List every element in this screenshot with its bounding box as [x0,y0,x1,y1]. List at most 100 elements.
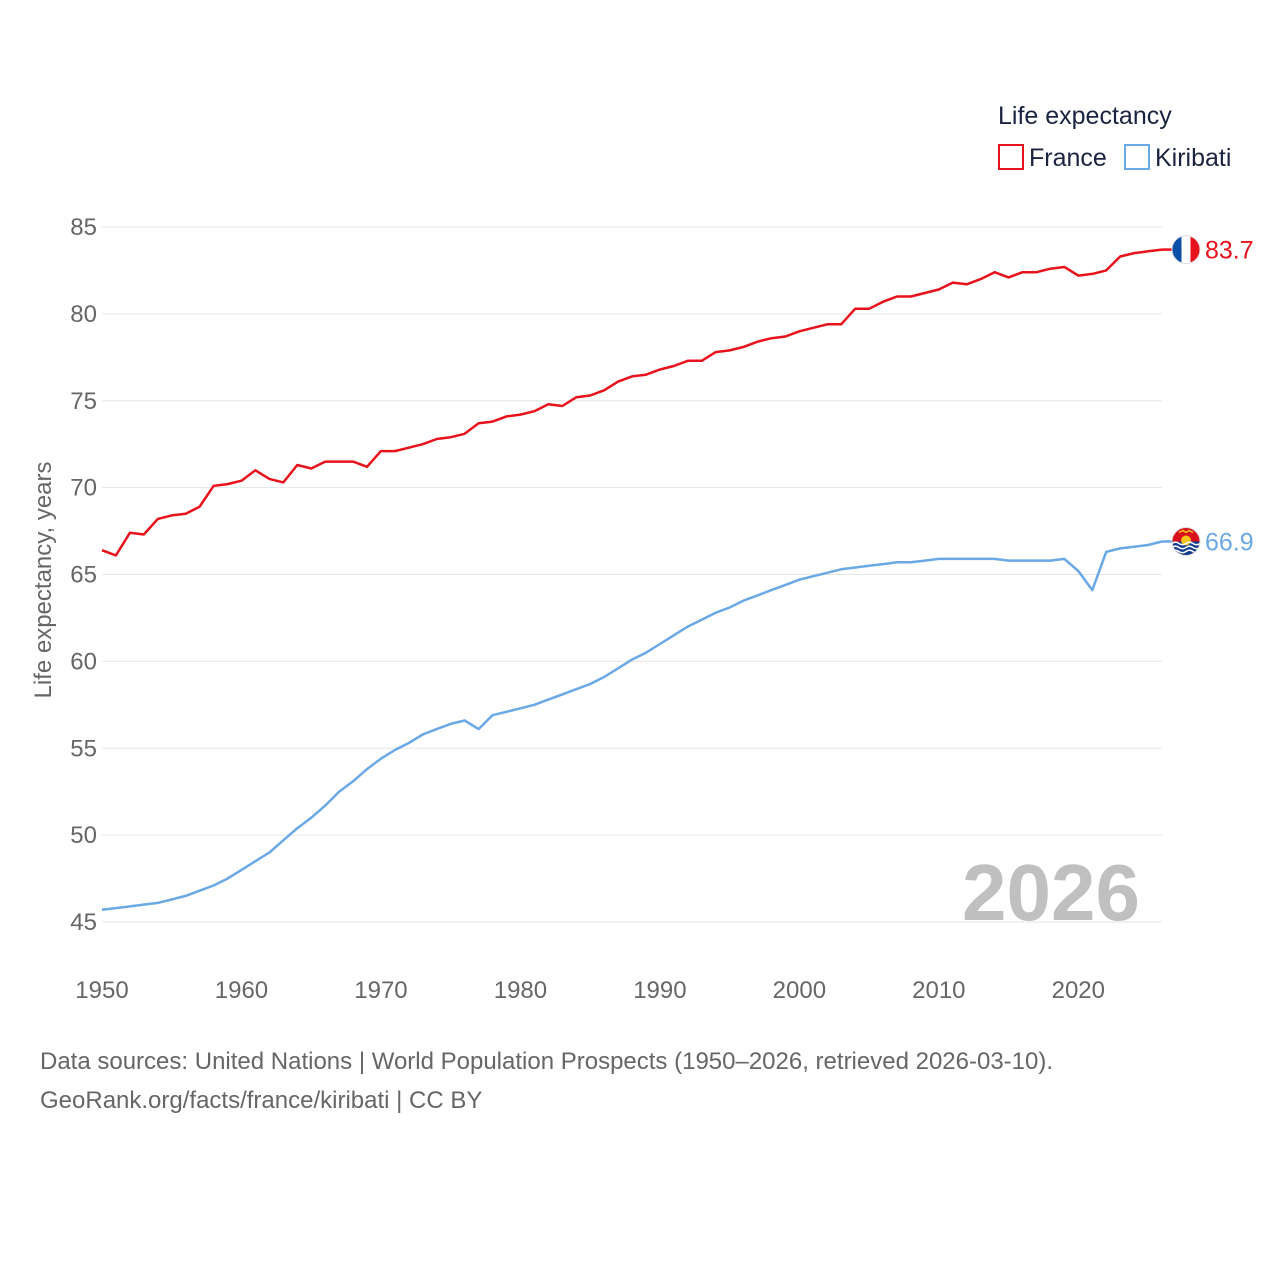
data-point-france [281,480,285,484]
data-point-kiribati [393,748,397,752]
data-point-kiribati [853,566,857,570]
data-point-kiribati [1007,559,1011,563]
data-point-kiribati [658,642,662,646]
france-flag-border [1171,235,1201,265]
data-point-france [156,517,160,521]
data-point-kiribati [198,889,202,893]
data-point-kiribati [351,779,355,783]
data-point-france [323,460,327,464]
data-point-kiribati [114,906,118,910]
data-point-france [1132,251,1136,255]
series-line-france [101,248,1163,557]
data-point-france [100,548,104,552]
source-line-2[interactable]: GeoRank.org/facts/france/kiribati | CC B… [40,1087,483,1114]
series-lines [100,248,1163,912]
data-point-kiribati [937,557,941,561]
data-point-kiribati [811,574,815,578]
data-point-kiribati [644,651,648,655]
data-point-kiribati [714,611,718,615]
y-tick-label: 65 [70,562,97,589]
data-point-france [253,468,257,472]
y-tick-label: 75 [70,388,97,415]
legend-item-france[interactable]: France [998,144,1107,172]
legend: Life expectancy France Kiribati [998,102,1231,172]
source-note: Data sources: United Nations | World Pop… [40,1042,1053,1120]
data-point-france [532,409,536,413]
data-point-france [560,404,564,408]
data-point-kiribati [365,767,369,771]
legend-label-kiribati: Kiribati [1155,144,1231,172]
x-axis-ticks: 1950 1960 1970 1980 1990 2000 2010 2020 [75,977,1105,1004]
data-point-kiribati [253,859,257,863]
end-label-france: 83.7 [1205,237,1254,265]
gridlines [102,226,1162,923]
data-point-kiribati [602,675,606,679]
legend-title: Life expectancy [998,102,1172,130]
data-point-france [770,336,774,340]
data-point-france [1090,272,1094,276]
y-tick-label: 60 [70,648,97,675]
data-point-france [756,340,760,344]
data-point-france [128,531,132,535]
data-point-france [728,348,732,352]
data-point-france [449,435,453,439]
data-point-kiribati [616,666,620,670]
data-point-kiribati [142,903,146,907]
legend-item-kiribati[interactable]: Kiribati [1124,144,1231,172]
france-flag-icon [1172,235,1200,264]
data-point-france [588,394,592,398]
data-point-france [505,414,509,418]
data-point-france [951,281,955,285]
data-point-kiribati [421,732,425,736]
data-point-kiribati [756,593,760,597]
data-point-france [295,463,299,467]
data-point-france [881,300,885,304]
data-point-kiribati [742,599,746,603]
data-point-kiribati [965,557,969,561]
end-label-kiribati: 66.9 [1205,528,1254,556]
data-point-kiribati [797,578,801,582]
y-axis-label: Life expectancy, years [30,461,57,698]
data-point-kiribati [267,851,271,855]
data-point-kiribati [700,618,704,622]
data-point-kiribati [686,625,690,629]
data-point-france [1118,255,1122,259]
data-point-france [1062,265,1066,269]
data-point-kiribati [435,727,439,731]
source-line-1: Data sources: United Nations | World Pop… [40,1048,1054,1075]
data-point-france [212,484,216,488]
data-point-france [546,402,550,406]
data-point-kiribati [993,557,997,561]
data-point-kiribati [1118,546,1122,550]
data-point-kiribati [295,826,299,830]
data-point-france [1104,268,1108,272]
data-point-france [198,505,202,509]
data-point-france [463,432,467,436]
data-point-france [226,482,230,486]
data-point-france [518,413,522,417]
data-point-france [658,368,662,372]
data-point-france [1035,270,1039,274]
data-point-france [114,553,118,557]
data-point-kiribati [951,557,955,561]
data-point-france [937,288,941,292]
data-point-france [407,446,411,450]
data-point-france [1021,270,1025,274]
data-point-france [477,421,481,425]
y-axis-ticks: 45 50 55 60 65 70 75 80 85 [70,214,97,936]
data-point-france [839,322,843,326]
data-point-kiribati [156,901,160,905]
data-point-france [574,395,578,399]
data-point-kiribati [1021,559,1025,563]
data-point-kiribati [588,682,592,686]
data-point-kiribati [1048,559,1052,563]
data-point-france [1007,275,1011,279]
data-point-france [170,513,174,517]
data-point-kiribati [1062,557,1066,561]
data-point-france [909,295,913,299]
x-tick-label: 1990 [633,977,686,1004]
current-year-watermark: 2026 [962,848,1140,937]
x-tick-label: 2020 [1052,977,1105,1004]
data-point-france [895,295,899,299]
data-point-france [672,364,676,368]
